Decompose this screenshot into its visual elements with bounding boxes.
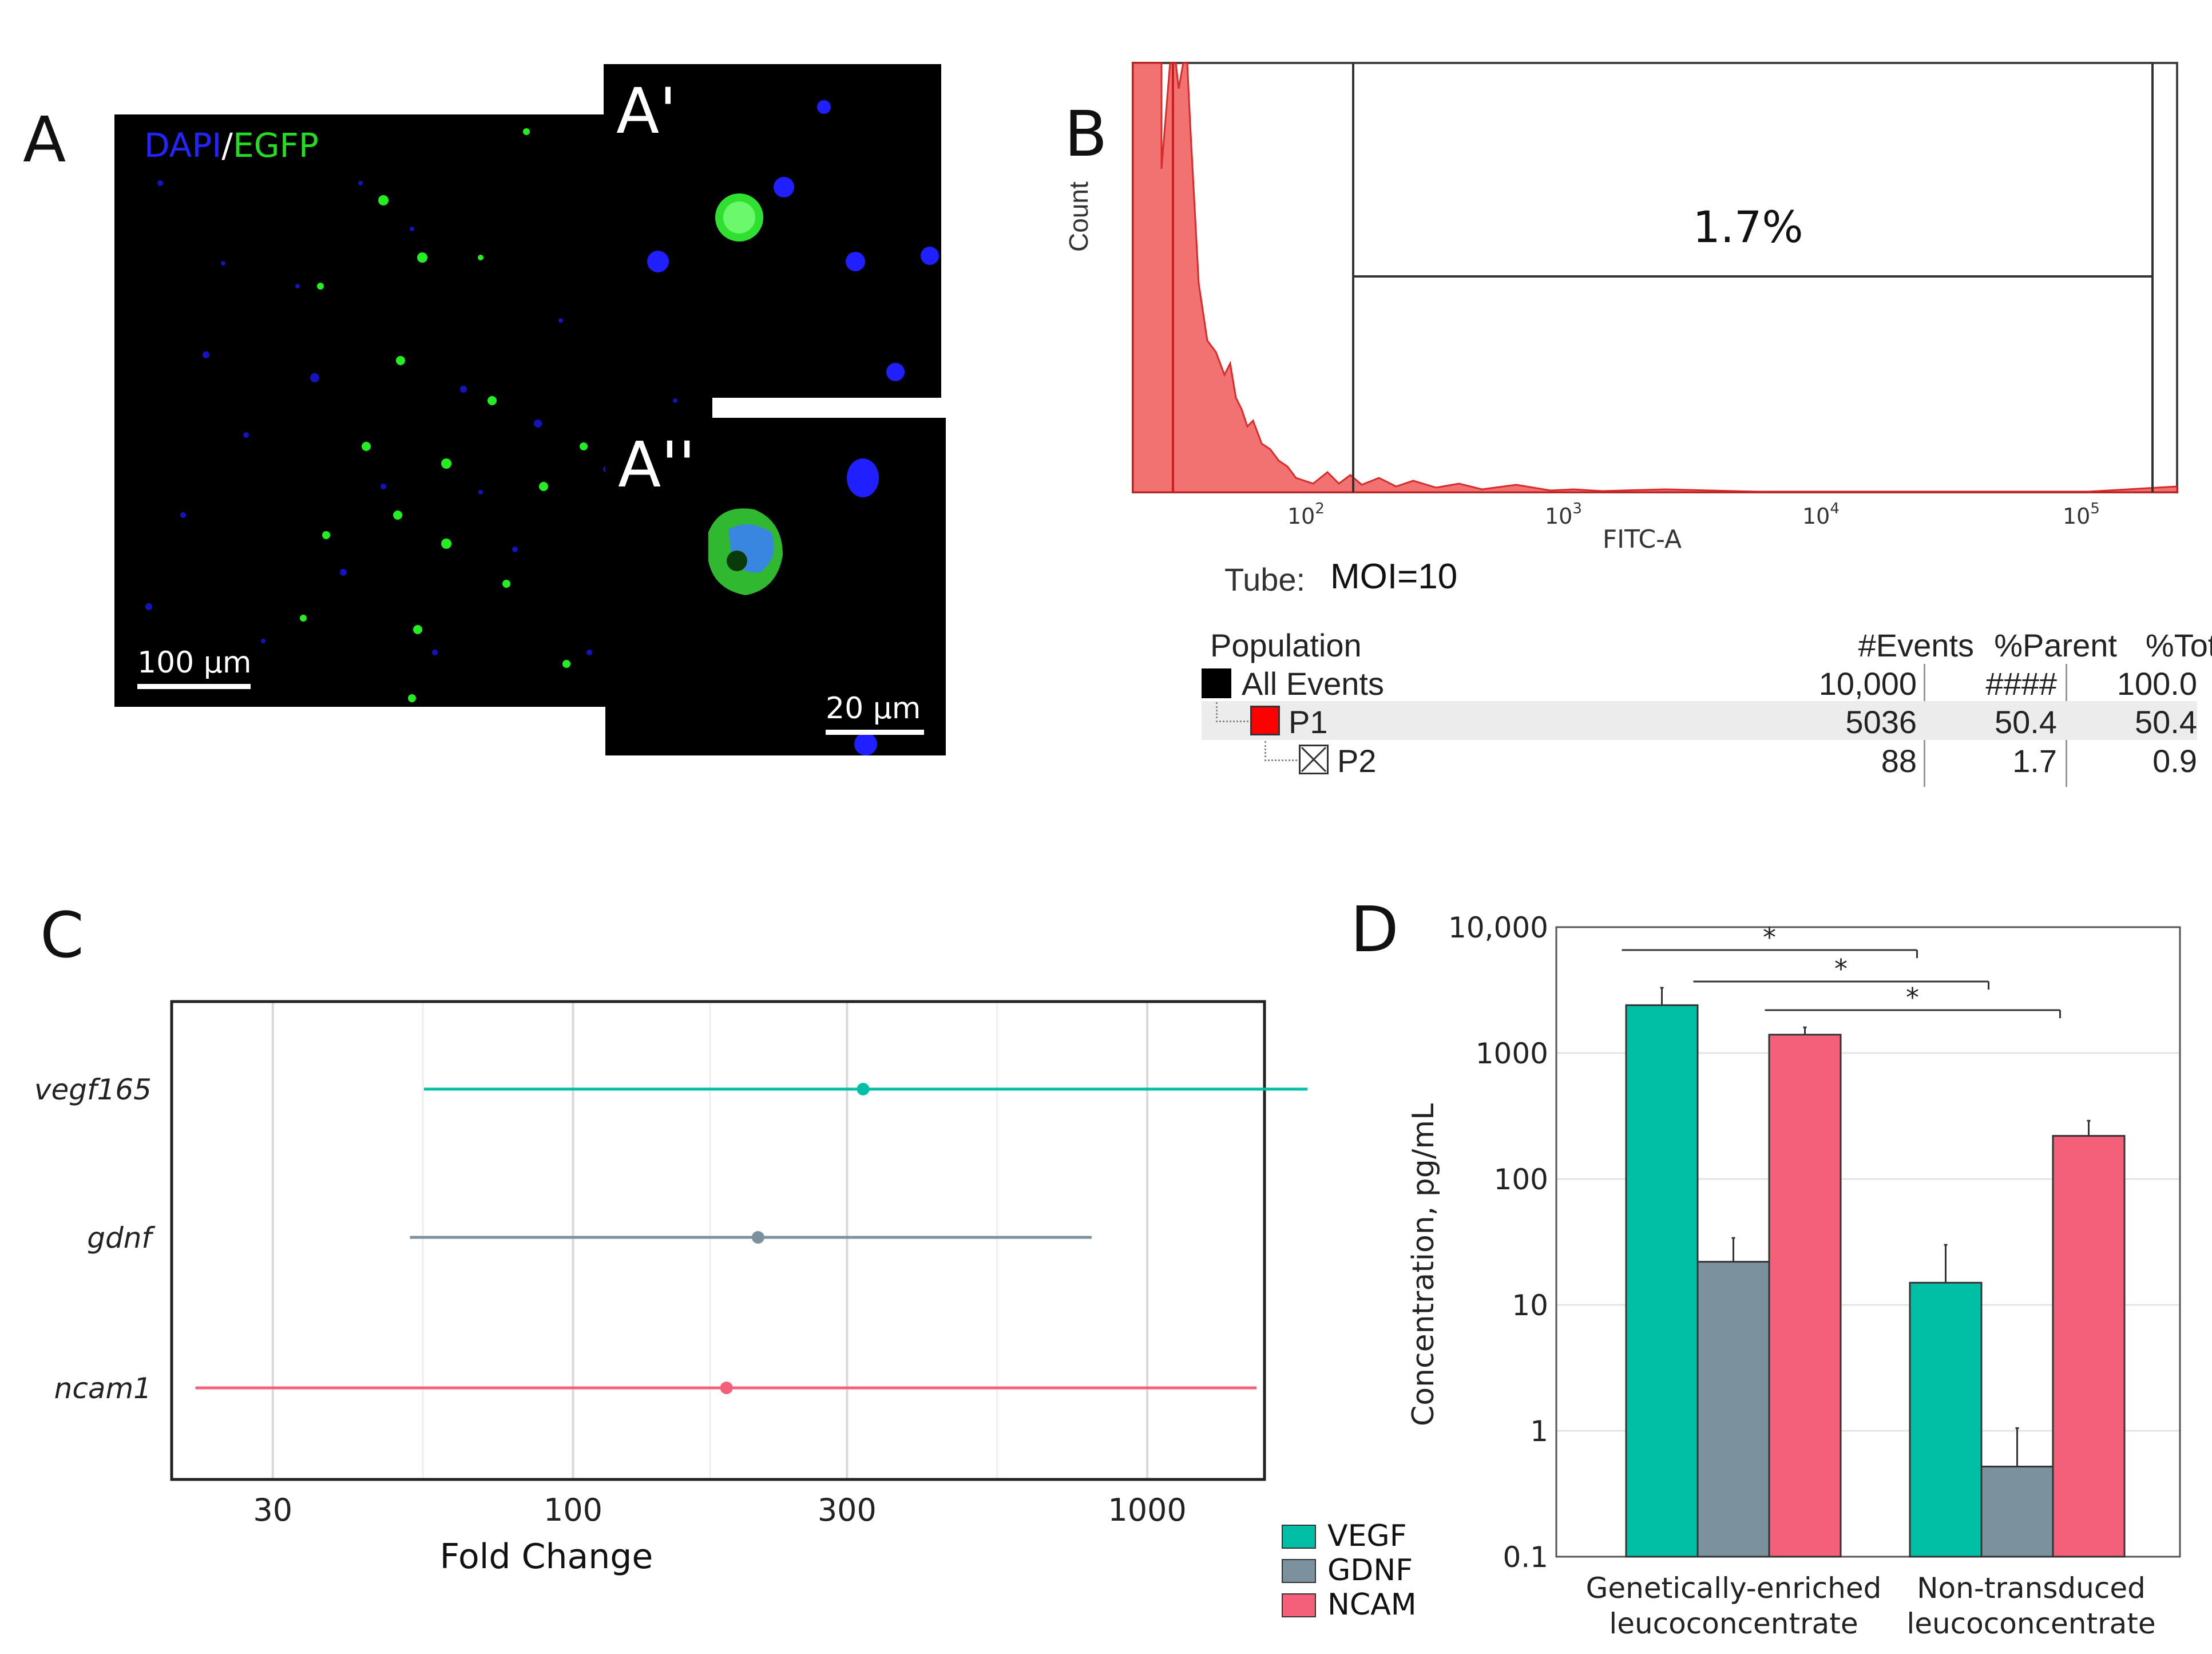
swatch-all-events xyxy=(1202,668,1231,698)
inset1-label: A' xyxy=(616,74,677,148)
stain-label-dapi: DAPI xyxy=(144,126,222,165)
scale-label-inset: 20 µm xyxy=(826,691,921,726)
tube-label: Tube: xyxy=(1224,561,1306,598)
y-tick-label: 100 xyxy=(1494,1163,1548,1196)
x-tick-2: 103 xyxy=(1545,500,1582,529)
tree-connector xyxy=(1264,741,1301,761)
table-header-parent: %Parent xyxy=(1994,627,2117,663)
significance-star: * xyxy=(1763,922,1776,953)
scale-bar-main xyxy=(137,684,251,689)
panel-label-b: B xyxy=(1064,97,1108,171)
legend-label-vegf: VEGF xyxy=(1327,1519,1407,1553)
x-category-label: leucoconcentrate xyxy=(1609,1607,1858,1640)
y-tick-label: 10,000 xyxy=(1448,911,1548,944)
flow-histogram: 1.7% 102 103 104 105 FITC-A xyxy=(1132,62,2178,554)
x-tick-1: 102 xyxy=(1287,500,1325,529)
inset2-cells xyxy=(708,458,879,755)
row-total: 0.9 xyxy=(2152,743,2197,779)
stain-separator: / xyxy=(221,126,233,165)
bar-vegf xyxy=(1625,1004,1699,1558)
legend-label-ncam: NCAM xyxy=(1327,1588,1417,1622)
significance-star: * xyxy=(1906,982,1919,1013)
significance-star: * xyxy=(1834,953,1848,984)
row-name: P2 xyxy=(1337,743,1377,779)
histogram-y-label-html: Count xyxy=(1064,181,1093,252)
x-tick-label: 300 xyxy=(818,1492,877,1528)
concentration-chart: 0.1 1 10 100 1000 10,000 * * * Genetically-enrich… xyxy=(1406,911,2181,1640)
row-events: 10,000 xyxy=(1818,666,1917,702)
legend-swatch-ncam xyxy=(1282,1593,1316,1617)
row-events: 5036 xyxy=(1845,704,1917,740)
row-parent: 1.7 xyxy=(2012,743,2057,779)
row-events: 88 xyxy=(1881,743,1917,779)
inset-a-double-prime: A'' 20 µm xyxy=(605,418,946,755)
point-ncam1 xyxy=(720,1382,733,1394)
inset1-cells xyxy=(647,100,939,381)
bar-vegf xyxy=(1909,1281,1983,1558)
x-tick-label: 30 xyxy=(253,1492,292,1528)
panel-label-d: D xyxy=(1350,893,1399,966)
legend-label-gdnf: GDNF xyxy=(1327,1553,1413,1588)
x-tick-label: 100 xyxy=(544,1492,602,1528)
swatch-p2 xyxy=(1299,745,1329,774)
row-parent: 50.4 xyxy=(1995,704,2057,740)
point-gdnf xyxy=(751,1231,764,1244)
table-header-population: Population xyxy=(1210,627,1362,663)
histogram-x-ticks: 102 103 104 105 xyxy=(1287,500,2100,529)
row-total: 50.4 xyxy=(2135,704,2197,740)
y-axis-title: Concentration, pg/mL xyxy=(1406,1103,1441,1426)
tree-connector xyxy=(1216,702,1252,722)
row-name: P1 xyxy=(1289,704,1328,740)
x-tick-3: 104 xyxy=(1802,500,1840,529)
row-name: All Events xyxy=(1242,666,1384,702)
bar-gdnf xyxy=(1980,1465,2054,1558)
x-category-label: Genetically-enriched xyxy=(1586,1572,1882,1605)
legend-swatch-vegf xyxy=(1282,1525,1316,1549)
x-category-label: Non-transduced xyxy=(1917,1572,2146,1605)
table-header-events: #Events xyxy=(1858,627,1974,663)
x-tick-4: 105 xyxy=(2063,500,2100,529)
plot-frame xyxy=(1555,926,2181,1558)
gate-percent: 1.7% xyxy=(1692,201,1803,252)
x-category-label: leucoconcentrate xyxy=(1906,1607,2155,1640)
panel-label-a: A xyxy=(23,103,66,176)
y-category-label: vegf165 xyxy=(34,1073,152,1106)
swatch-p1 xyxy=(1250,706,1280,735)
inset2-label: A'' xyxy=(618,428,696,501)
table-row: P2 88 1.7 0.9 xyxy=(1202,741,2197,779)
x-tick-label: 1000 xyxy=(1108,1492,1186,1528)
histogram-x-label: FITC-A xyxy=(1603,525,1682,554)
scale-bar-inset xyxy=(826,730,924,735)
panel-label-c: C xyxy=(40,899,84,972)
bar-ncam xyxy=(1768,1034,1842,1558)
table-row-highlight xyxy=(1202,701,2197,740)
tube-value: MOI=10 xyxy=(1330,557,1458,596)
y-tick-label: 1 xyxy=(1530,1415,1548,1448)
legend-swatch-gdnf xyxy=(1282,1559,1316,1583)
y-tick-label: 1000 xyxy=(1476,1037,1548,1070)
y-category-label: gdnf xyxy=(87,1221,155,1255)
row-parent: #### xyxy=(1985,666,2057,702)
y-tick-label: 0.1 xyxy=(1503,1541,1548,1574)
inset-a-prime: A' xyxy=(604,64,941,398)
plot-frame xyxy=(170,1000,1266,1481)
stain-label-egfp: EGFP xyxy=(232,126,319,165)
table-row: P1 5036 50.4 50.4 xyxy=(1202,702,2197,740)
y-category-label: ncam1 xyxy=(54,1372,152,1405)
bar-gdnf xyxy=(1696,1261,1770,1558)
y-tick-label: 10 xyxy=(1512,1289,1548,1322)
bar-ncam xyxy=(2052,1135,2126,1558)
population-table: Population #Events %Parent %Total All Ev… xyxy=(1202,621,2212,787)
fold-change-chart: 30 100 300 1000 vegf165 gdnf ncam1 Fold Change xyxy=(34,1000,1307,1577)
scale-label-main: 100 µm xyxy=(137,646,252,680)
x-axis-title: Fold Change xyxy=(440,1537,653,1577)
row-total: 100.0 xyxy=(2116,666,2197,702)
point-vegf165 xyxy=(857,1083,870,1095)
histogram-fill xyxy=(1132,62,2178,493)
table-header-total: %Total xyxy=(2145,627,2212,663)
table-row: All Events 10,000 #### 100.0 xyxy=(1202,664,2197,702)
